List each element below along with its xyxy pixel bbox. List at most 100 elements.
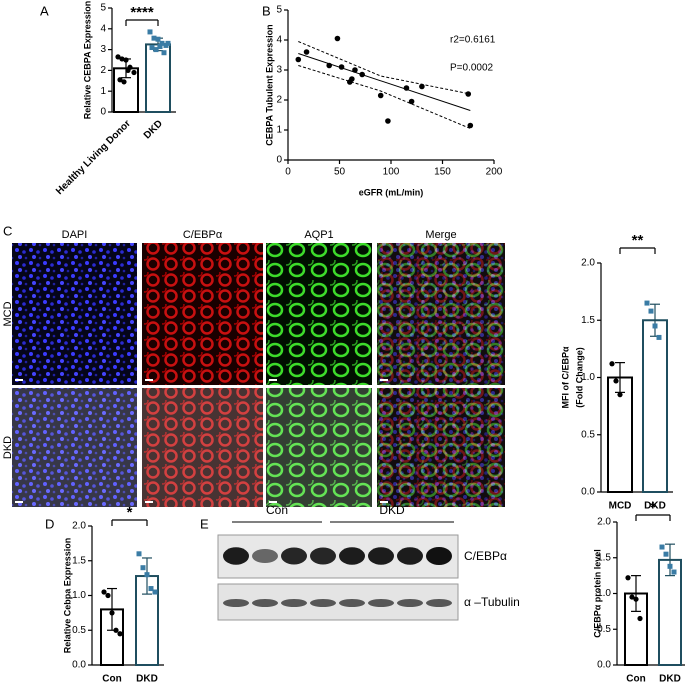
- micrograph: [142, 388, 263, 507]
- data-point: [671, 569, 677, 575]
- micrograph: [12, 243, 137, 385]
- data-point: [467, 122, 474, 129]
- blot-band: [252, 599, 278, 607]
- blot-band: [223, 547, 249, 565]
- blot-band: [339, 547, 365, 565]
- scale-bar: [15, 501, 23, 503]
- data-point: [637, 615, 643, 622]
- data-point: [303, 49, 310, 55]
- y-axis-label: Relative CEBPA Expression: [82, 1, 92, 120]
- scale-bar: [269, 379, 277, 381]
- scale-bar: [145, 501, 153, 503]
- blot-band: [368, 547, 394, 565]
- y-tick-label: 0: [276, 155, 282, 166]
- data-point: [155, 36, 161, 42]
- data-point: [408, 98, 415, 105]
- blot-band: [368, 599, 394, 607]
- blot-band: [281, 547, 307, 565]
- data-point: [377, 92, 384, 99]
- x-tick-label: 100: [383, 167, 400, 178]
- y-tick-label: 4: [100, 23, 106, 34]
- data-point: [117, 631, 123, 637]
- bar: [145, 43, 171, 113]
- y-tick-label: 0.0: [597, 660, 611, 671]
- micrograph: [266, 388, 372, 507]
- data-point: [161, 50, 167, 56]
- confidence-band: [298, 65, 471, 129]
- micrographs: DAPI C/EBPα AQP1 Merge MCD DKD: [2, 229, 505, 507]
- data-point: [121, 79, 127, 85]
- x-tick-label: DKD: [136, 674, 158, 685]
- x-tick-label: DKD: [644, 501, 666, 512]
- image-column-label: Merge: [425, 229, 456, 241]
- bar: [642, 319, 668, 493]
- data-point: [465, 91, 472, 97]
- blot-group-label: Con: [266, 503, 288, 517]
- data-point: [648, 308, 654, 314]
- y-tick-label: 0.0: [581, 487, 595, 498]
- micrograph-layer: [377, 243, 505, 385]
- y-axis-label: MFI of C/EBPα: [560, 346, 570, 408]
- x-tick-label: 150: [434, 167, 451, 178]
- western-blot: Con DKD C/EBPα α –Tubulin: [217, 503, 520, 621]
- x-tick-label: DKD: [142, 118, 165, 141]
- scale-bar: [380, 501, 388, 503]
- y-tick-label: 5: [100, 3, 106, 14]
- data-point: [625, 575, 631, 581]
- data-point: [326, 62, 333, 69]
- data-point: [149, 45, 155, 51]
- data-point: [385, 118, 391, 124]
- data-point: [113, 627, 119, 633]
- data-point: [153, 47, 159, 53]
- scale-bar: [15, 379, 23, 381]
- x-tick-label: MCD: [609, 501, 632, 512]
- data-point: [136, 551, 142, 557]
- y-tick-label: 1.5: [581, 315, 595, 326]
- data-point: [419, 83, 425, 90]
- micrograph: [266, 243, 372, 385]
- blot-band: [310, 547, 336, 565]
- blot-band: [339, 599, 365, 607]
- data-point: [125, 67, 131, 73]
- data-point: [667, 563, 673, 569]
- image-column-label: C/EBPα: [183, 229, 223, 241]
- data-point: [659, 544, 665, 550]
- blot-band: [397, 599, 423, 607]
- y-tick-label: 2: [276, 95, 282, 106]
- blot-band: [223, 599, 249, 607]
- y-tick-label: 2.0: [581, 258, 595, 269]
- annotation: r2=0.6161: [450, 35, 496, 46]
- blot-band: [310, 599, 336, 607]
- data-point: [117, 77, 123, 83]
- data-point: [119, 56, 125, 62]
- data-point: [151, 35, 157, 41]
- blot-band: [252, 549, 278, 563]
- significance-label: *: [650, 499, 656, 516]
- blot-band: [397, 547, 423, 565]
- data-point: [295, 56, 302, 63]
- image-column-label: DAPI: [62, 229, 88, 241]
- y-tick-label: 1.0: [597, 588, 611, 599]
- y-tick-label: 1.5: [72, 555, 86, 566]
- scale-bar: [380, 379, 388, 381]
- data-point: [101, 589, 107, 595]
- y-tick-label: 0.5: [72, 625, 86, 636]
- data-point: [334, 35, 341, 42]
- blot-band: [426, 547, 452, 565]
- panel-letter: E: [200, 516, 209, 531]
- data-point: [629, 594, 635, 600]
- annotation: P=0.0002: [450, 63, 494, 74]
- data-point: [403, 85, 410, 91]
- blot-group-label: DKD: [379, 503, 405, 517]
- panel-letter: B: [262, 3, 271, 18]
- panel-letter: A: [40, 3, 49, 18]
- x-tick-label: 200: [486, 167, 503, 178]
- micrograph: [142, 243, 263, 385]
- y-tick-label: 0.0: [72, 660, 86, 671]
- x-tick-label: Healthy Living Donor: [54, 118, 133, 197]
- y-tick-label: 2.0: [72, 521, 86, 532]
- data-point: [115, 54, 121, 60]
- data-point: [109, 610, 115, 616]
- y-tick-label: 1: [276, 125, 282, 136]
- micrograph: [12, 388, 137, 507]
